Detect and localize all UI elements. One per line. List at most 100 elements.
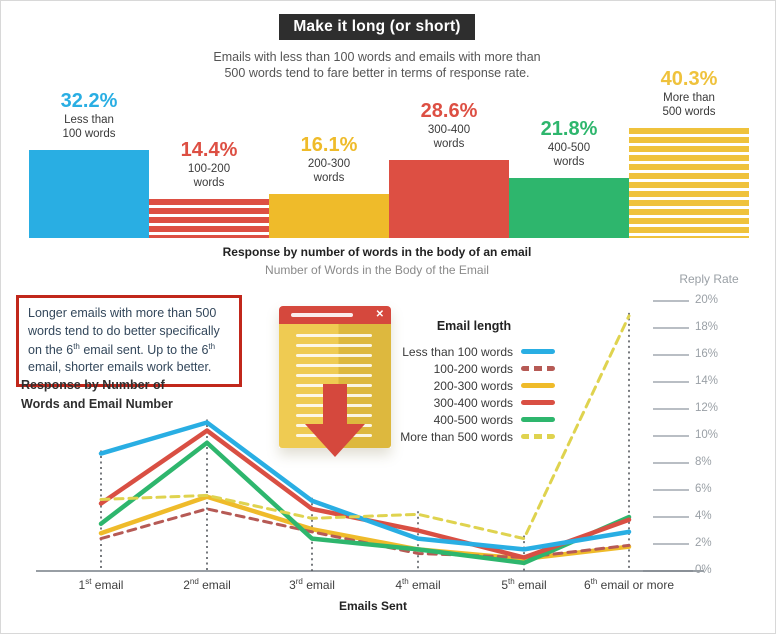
bar-group-3: 16.1% 200-300 words: [269, 89, 389, 238]
x-tick-label: 6th email or more: [583, 577, 675, 592]
title-badge: Make it long (or short): [1, 14, 753, 40]
bar-group-4: 28.6% 300-400 words: [389, 89, 509, 238]
legend-item: More than 500 words: [379, 429, 555, 444]
bar-label-block: 40.3% More than 500 words: [619, 69, 759, 120]
x-tick-label: 2nd email: [183, 577, 231, 592]
bar-category: Less than 100 words: [62, 114, 116, 141]
y-tick-label: 12%: [695, 402, 719, 414]
y-tick-label: 6%: [695, 483, 712, 495]
y-tick: [653, 435, 689, 437]
legend-item: 400-500 words: [379, 413, 555, 427]
down-arrow-head-icon: [305, 424, 365, 457]
y-tick-label: 2%: [695, 537, 712, 549]
y-tick-label: 4%: [695, 510, 712, 522]
series-line-300-400-words: [98, 428, 632, 560]
legend-item: 200-300 words: [379, 378, 555, 393]
bar-value: 16.1%: [300, 134, 358, 157]
bar-group-1: 32.2% Less than 100 words: [29, 89, 149, 238]
bar-value: 32.2%: [60, 90, 118, 113]
series-line-100-200-words: [99, 507, 631, 559]
bar-chart: 32.2% Less than 100 words 14.4% 100-200 words…: [29, 69, 749, 238]
bar: [629, 128, 749, 238]
legend-swatch: [521, 349, 555, 354]
bar-value: 14.4%: [180, 139, 238, 162]
annotation-box: Longer emails with more than 500 words t…: [16, 295, 242, 388]
subtitle-line-2: 500 words tend to fare better in terms o…: [224, 65, 530, 80]
legend-item: 100-200 words: [379, 361, 555, 376]
email-window-illustration: ✕: [279, 306, 391, 457]
subtitle-line-1: Emails with less than 100 words and emai…: [213, 50, 541, 64]
email-text-line: [296, 354, 372, 357]
y-tick: [653, 462, 689, 464]
bar: [149, 199, 269, 238]
bar-value: 40.3%: [660, 68, 718, 91]
bar-label-block: 14.4% 100-200 words: [139, 140, 279, 191]
bar-label-block: 28.6% 300-400 words: [379, 101, 519, 152]
bar-value: 28.6%: [420, 100, 478, 123]
y-tick-label: 8%: [695, 456, 712, 468]
legend-label: 100-200 words: [433, 361, 513, 376]
y-tick-label: 18%: [695, 321, 719, 333]
email-window-titlebar: ✕: [279, 306, 391, 324]
legend-swatch: [521, 434, 555, 439]
bar-category: 200-300 words: [307, 158, 351, 185]
bar-label-block: 21.8% 400-500 words: [499, 119, 639, 170]
email-text-line: [296, 334, 372, 337]
x-axis-line: [36, 570, 704, 572]
legend-swatch: [521, 417, 555, 422]
legend-label: More than 500 words: [400, 429, 513, 444]
legend-label: 200-300 words: [433, 378, 513, 393]
y-tick-label: 20%: [695, 294, 719, 306]
bar-category: 400-500 words: [547, 142, 591, 169]
series-line-400-500-words: [98, 440, 632, 566]
y-tick: [643, 570, 693, 572]
x-tick-label: 5th email: [501, 577, 547, 592]
bar-category: 100-200 words: [187, 163, 231, 190]
bar: [389, 160, 509, 238]
down-arrow-icon: [323, 384, 347, 426]
email-window-title-placeholder: [291, 313, 353, 317]
y-tick: [653, 354, 689, 356]
y-tick: [653, 327, 689, 329]
bar-group-2: 14.4% 100-200 words: [149, 89, 269, 238]
line-chart-heading: Response by Number of Words and Email Nu…: [21, 378, 173, 411]
y-tick: [653, 516, 689, 518]
legend-title: Email length: [436, 319, 512, 333]
legend-item: 300-400 words: [379, 395, 555, 410]
legend-swatch: [521, 366, 555, 371]
bar-chart-subcaption: Number of Words in the Body of the Email: [265, 263, 489, 277]
bar-label-block: 16.1% 200-300 words: [259, 135, 399, 186]
y-tick: [653, 381, 689, 383]
x-tick-label: 3rd email: [289, 577, 335, 592]
bar-group-5: 21.8% 400-500 words: [509, 89, 629, 238]
legend-rows: Less than 100 words 100-200 words 200-300 …: [379, 344, 555, 444]
legend-swatch: [521, 383, 555, 388]
y-tick: [653, 543, 689, 545]
series-line-200-300-words: [98, 494, 632, 562]
legend-label: Less than 100 words: [402, 344, 513, 359]
subtitle: Emails with less than 100 words and emai…: [1, 50, 753, 81]
bar-category: 300-400 words: [427, 124, 471, 151]
y-tick: [653, 300, 689, 302]
y-tick: [653, 489, 689, 491]
x-tick-label: 1st email: [78, 577, 124, 592]
y-tick-label: 14%: [695, 375, 719, 387]
y-tick-label: 0%: [695, 564, 712, 576]
bar-category: More than 500 words: [662, 92, 716, 119]
email-text-line: [296, 364, 372, 367]
bar-chart-caption: Response by number of words in the body …: [222, 245, 532, 259]
bar-group-6: 40.3% More than 500 words: [629, 69, 749, 238]
y-axis-title: Reply Rate: [679, 272, 739, 286]
email-text-line: [296, 374, 372, 377]
bar: [509, 178, 629, 238]
legend: Email length Less than 100 words 100-200 …: [379, 319, 555, 447]
legend-swatch: [521, 400, 555, 405]
x-tick-label: 4th email: [395, 577, 441, 592]
y-tick-label: 10%: [695, 429, 719, 441]
bar-label-block: 32.2% Less than 100 words: [19, 91, 159, 142]
bar: [269, 194, 389, 238]
bar-value: 21.8%: [540, 118, 598, 141]
legend-label: 300-400 words: [433, 395, 513, 410]
close-icon: ✕: [375, 309, 384, 320]
